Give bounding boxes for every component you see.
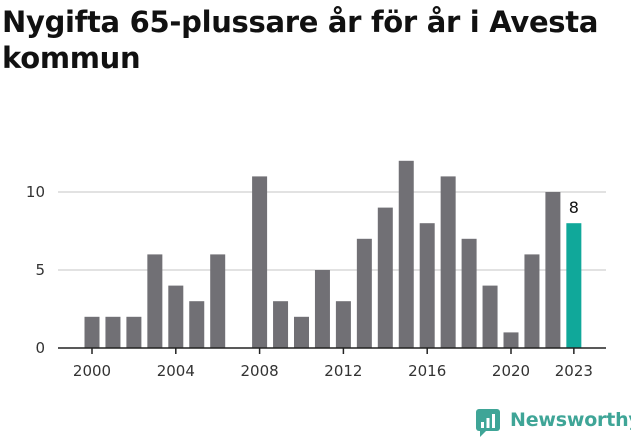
bar-2002 — [126, 316, 142, 348]
gridlines — [58, 191, 606, 271]
bar-2006 — [210, 254, 226, 348]
bar-2008 — [252, 176, 268, 348]
bar-2023 — [566, 223, 582, 348]
bars — [84, 160, 582, 348]
x-tick-label-2000: 2000 — [73, 362, 111, 380]
bar-2000 — [84, 316, 100, 348]
bar-2017 — [440, 176, 456, 348]
x-tick-label-2004: 2004 — [157, 362, 195, 380]
bar-chart: 0 5 10 2000 2004 2008 2012 2016 2020 2023 8 — [26, 160, 606, 380]
y-tick-label-10: 10 — [26, 183, 45, 201]
bar-2003 — [147, 254, 163, 348]
data-label-2023: 8 — [569, 198, 579, 217]
x-tick-label-2012: 2012 — [324, 362, 362, 380]
bar-2015 — [398, 160, 414, 348]
data-labels: 8 — [569, 198, 579, 217]
chart-title: Nygifta 65-plussare år för år i Avesta k… — [2, 5, 599, 75]
bar-2014 — [377, 207, 393, 348]
bar-2022 — [545, 192, 561, 348]
bar-2021 — [524, 254, 540, 348]
bar-2013 — [356, 238, 372, 348]
bar-2009 — [273, 301, 289, 348]
bar-2004 — [168, 285, 184, 348]
brand-name: Newsworthy — [510, 409, 631, 431]
x-tick-labels: 2000 2004 2008 2012 2016 2020 2023 — [73, 362, 593, 380]
x-tick-label-2016: 2016 — [408, 362, 446, 380]
x-tick-label-2023: 2023 — [555, 362, 593, 380]
brand-logo: Newsworthy — [476, 407, 631, 439]
x-axis — [58, 347, 606, 354]
bar-2011 — [314, 270, 330, 348]
y-tick-label-0: 0 — [35, 339, 45, 357]
bar-2005 — [189, 301, 205, 348]
bar-2020 — [503, 332, 519, 348]
y-tick-labels: 0 5 10 — [26, 183, 45, 357]
bar-2010 — [294, 316, 309, 348]
bar-2012 — [335, 301, 351, 348]
y-tick-label-5: 5 — [35, 261, 45, 279]
bar-2016 — [419, 223, 435, 348]
bar-2001 — [105, 316, 121, 348]
x-tick-label-2020: 2020 — [492, 362, 530, 380]
bar-2018 — [461, 238, 477, 348]
bar-2019 — [482, 285, 498, 348]
newsworthy-logo-icon — [476, 409, 500, 437]
x-tick-label-2008: 2008 — [241, 362, 279, 380]
